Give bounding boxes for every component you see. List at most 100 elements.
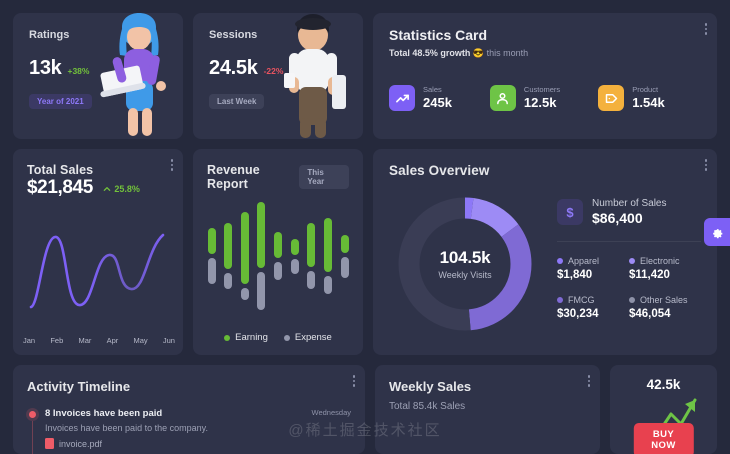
number-of-sales: $ Number of Sales $86,400 xyxy=(557,198,701,226)
revenue-report-legend: Earning Expense xyxy=(193,332,363,343)
timeline-item-file-name: invoice.pdf xyxy=(59,438,103,449)
statistics-growth-value: Total 48.5% growth xyxy=(389,48,471,58)
ratings-delta: +38% xyxy=(67,66,90,76)
breakdown-apparel-header: Apparel xyxy=(557,256,629,266)
breakdown-other-sales-header: Other Sales xyxy=(629,295,701,305)
revenue-bar-pair xyxy=(274,197,283,315)
statistics-list: Sales 245k Customers 12.5k xyxy=(389,85,701,111)
revenue-bar-earning xyxy=(207,228,216,255)
ratings-value-group: 13k +38% xyxy=(29,57,183,80)
x-tick-jun: Jun xyxy=(162,336,175,345)
total-sales-card[interactable]: Total Sales $21,845 25.8% xyxy=(13,149,183,355)
weekly-sales-title: Weekly Sales xyxy=(389,379,472,394)
statistics-subtitle: Total 48.5% growth 😎 this month xyxy=(389,48,701,59)
revenue-bar-earning xyxy=(307,223,316,267)
legend-expense: Expense xyxy=(283,332,332,343)
total-sales-growth: 25.8% xyxy=(103,184,140,194)
revenue-bar-expense xyxy=(323,276,332,294)
revenue-bar-earning xyxy=(290,238,299,255)
dashboard-row-bottom: Activity Timeline 8 Invoices have been p… xyxy=(13,365,717,454)
ratings-card[interactable]: Ratings 13k +38% Year of 2021 xyxy=(13,13,183,139)
sales-overview-card[interactable]: Sales Overview 104.5k Weekly Visits xyxy=(373,149,717,355)
breakdown-electronic: Electronic $11,420 xyxy=(629,256,701,281)
donut-center-label-group: 104.5k Weekly Visits xyxy=(391,190,539,338)
revenue-bar-expense xyxy=(290,258,299,274)
breakdown-other-sales: Other Sales $46,054 xyxy=(629,295,701,320)
legend-earning-dot xyxy=(224,334,231,341)
x-tick-feb: Feb xyxy=(50,336,64,345)
statistics-emoji: 😎 xyxy=(472,48,485,58)
weekly-sales-card[interactable]: Weekly Sales Total 85.4k Sales xyxy=(375,365,600,454)
pdf-icon xyxy=(45,438,54,449)
breakdown-electronic-header: Electronic xyxy=(629,256,701,266)
sales-breakdown-grid: Apparel $1,840 Electronic $11,420 xyxy=(557,256,701,320)
revenue-bar-earning xyxy=(323,218,332,272)
timeline-item-day: Wednesday xyxy=(311,408,351,417)
revenue-report-card[interactable]: Revenue Report This Year Earning Expense xyxy=(193,149,363,355)
activity-timeline-card[interactable]: Activity Timeline 8 Invoices have been p… xyxy=(13,365,365,454)
statistic-customers: Customers 12.5k xyxy=(489,85,561,111)
revenue-bar-expense xyxy=(257,272,266,310)
revenue-period-badge[interactable]: This Year xyxy=(299,165,349,189)
legend-expense-label: Expense xyxy=(294,332,332,343)
revenue-bar-pair xyxy=(240,197,249,315)
breakdown-other-sales-dot xyxy=(629,297,635,303)
breakdown-apparel: Apparel $1,840 xyxy=(557,256,629,281)
revenue-bar-pair xyxy=(290,197,299,315)
revenue-bar-pair xyxy=(307,197,316,315)
total-sales-amount: $21,845 xyxy=(27,177,93,198)
sales-overview-donut-chart: 104.5k Weekly Visits xyxy=(391,190,539,338)
sessions-card[interactable]: Sessions 24.5k -22% Last Week xyxy=(193,13,363,139)
sales-overview-body: 104.5k Weekly Visits $ Number of Sales $… xyxy=(389,190,701,338)
total-sales-menu-icon[interactable] xyxy=(170,159,173,171)
statistic-customers-label: Customers xyxy=(523,85,561,95)
revenue-report-header: Revenue Report This Year xyxy=(207,163,349,191)
buy-now-button[interactable]: BUY NOW xyxy=(633,423,694,454)
revenue-bar-expense xyxy=(224,272,233,290)
breakdown-electronic-label: Electronic xyxy=(640,256,680,266)
statistic-customers-value: 12.5k xyxy=(523,95,557,111)
ratings-badge: Year of 2021 xyxy=(29,94,92,109)
sales-overview-menu-icon[interactable] xyxy=(704,159,707,171)
breakdown-electronic-value: $11,420 xyxy=(629,269,670,281)
breakdown-apparel-dot xyxy=(557,258,563,264)
sessions-title: Sessions xyxy=(209,29,258,41)
timeline-item: 8 Invoices have been paid Wednesday Invo… xyxy=(27,408,351,454)
donut-segment-other-sales xyxy=(398,197,532,331)
timeline-item-header: 8 Invoices have been paid Wednesday xyxy=(45,408,351,419)
donut-segment-fmcg xyxy=(398,197,532,331)
statistics-card[interactable]: Statistics Card Total 48.5% growth 😎 thi… xyxy=(373,13,717,139)
breakdown-fmcg-label: FMCG xyxy=(568,295,595,305)
revenue-report-title: Revenue Report xyxy=(207,163,260,191)
x-tick-mar: Mar xyxy=(78,336,92,345)
gear-icon xyxy=(713,229,723,239)
statistic-sales-value: 245k xyxy=(423,95,452,111)
revenue-bar-pair xyxy=(224,197,233,315)
dashboard-row-top: Ratings 13k +38% Year of 2021 xyxy=(13,13,717,139)
sessions-value: 24.5k xyxy=(209,57,258,79)
activity-timeline-menu-icon[interactable] xyxy=(352,375,355,387)
revenue-bar-pair xyxy=(257,197,266,315)
promo-value: 42.5k xyxy=(646,377,681,392)
breakdown-fmcg-dot xyxy=(557,297,563,303)
sales-overview-divider xyxy=(557,241,701,242)
revenue-bar-expense xyxy=(340,256,349,278)
revenue-bar-earning xyxy=(257,202,266,269)
weekly-sales-menu-icon[interactable] xyxy=(587,375,590,387)
x-tick-may: May xyxy=(133,336,148,345)
promo-card[interactable]: 42.5k BUY NOW xyxy=(610,365,717,454)
total-sales-line-chart xyxy=(29,233,165,309)
revenue-bar-pair xyxy=(323,197,332,315)
settings-fab-button[interactable] xyxy=(704,218,730,246)
revenue-bar-earning xyxy=(340,234,349,253)
trending-up-icon xyxy=(389,85,415,111)
timeline-item-description: Invoices have been paid to the company. xyxy=(45,423,208,433)
timeline-item-file[interactable]: invoice.pdf xyxy=(45,438,351,449)
donut-center-value: 104.5k xyxy=(439,248,491,267)
breakdown-fmcg-header: FMCG xyxy=(557,295,629,305)
dollar-icon: $ xyxy=(557,199,583,225)
revenue-bar-expense xyxy=(274,262,282,280)
timeline-dot-icon xyxy=(29,411,36,418)
statistics-menu-icon[interactable] xyxy=(704,23,707,35)
donut-center-label: Weekly Visits xyxy=(438,270,492,280)
